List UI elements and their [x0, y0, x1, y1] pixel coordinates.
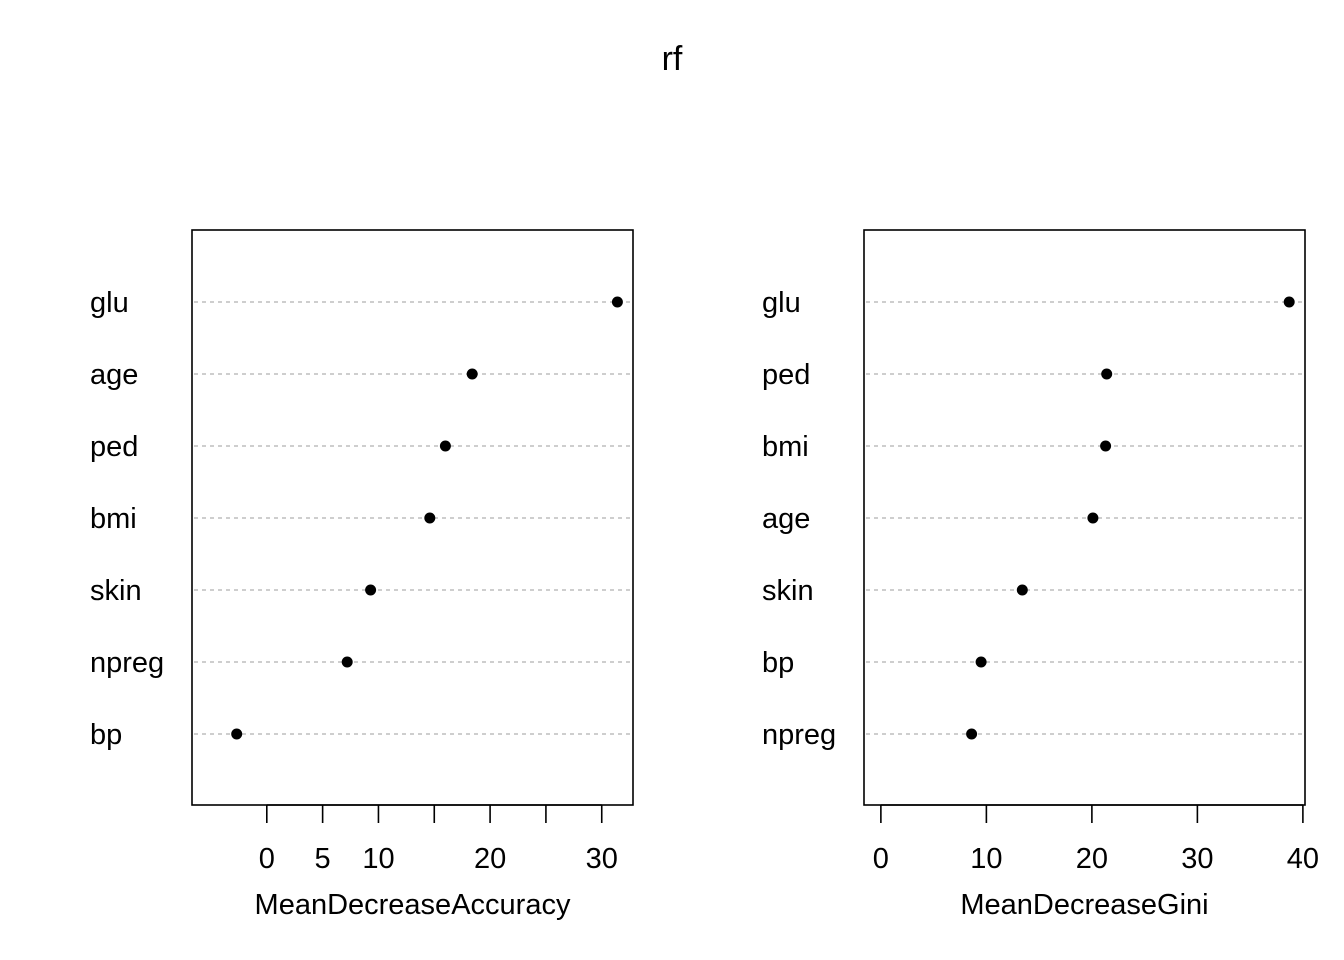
data-point — [1283, 296, 1295, 308]
category-label: glu — [762, 287, 801, 319]
category-label: bmi — [762, 431, 809, 463]
category-label: skin — [90, 575, 142, 607]
category-label: bmi — [90, 503, 137, 535]
data-point — [966, 728, 978, 740]
x-axis-title: MeanDecreaseAccuracy — [255, 889, 571, 921]
category-label: glu — [90, 287, 129, 319]
category-label: bp — [90, 719, 122, 751]
category-label: npreg — [762, 719, 836, 751]
data-point — [1087, 512, 1099, 524]
x-tick-label: 0 — [873, 843, 889, 875]
x-tick-label: 5 — [315, 843, 331, 875]
data-point — [1016, 584, 1028, 596]
main-title: rf — [662, 40, 683, 78]
category-label: age — [762, 503, 810, 535]
x-tick-label: 10 — [970, 843, 1002, 875]
data-point — [975, 656, 987, 668]
data-point — [424, 512, 436, 524]
x-tick-label: 30 — [586, 843, 618, 875]
x-tick-label: 30 — [1181, 843, 1213, 875]
category-label: skin — [762, 575, 814, 607]
data-point — [1101, 368, 1113, 380]
data-point — [466, 368, 478, 380]
category-label: age — [90, 359, 138, 391]
data-point — [365, 584, 377, 596]
data-point — [341, 656, 353, 668]
x-tick-label: 10 — [362, 843, 394, 875]
x-tick-label: 20 — [474, 843, 506, 875]
category-label: npreg — [90, 647, 164, 679]
panel-mean-decrease-gini: glu ped bmi age skin bp npreg 0 10 20 30 40 MeanDecr… — [762, 229, 1319, 921]
x-tick-label: 0 — [259, 843, 275, 875]
data-point — [1100, 440, 1112, 452]
category-label: ped — [90, 431, 138, 463]
data-point — [611, 296, 623, 308]
category-label: bp — [762, 647, 794, 679]
data-point — [439, 440, 451, 452]
x-axis-title: MeanDecreaseGini — [960, 889, 1208, 921]
x-tick-label: 20 — [1076, 843, 1108, 875]
category-label: ped — [762, 359, 810, 391]
data-point — [231, 728, 243, 740]
x-tick-label: 40 — [1287, 843, 1319, 875]
panel-mean-decrease-accuracy: glu age ped bmi skin npreg bp 0 5 10 20 30 MeanDecre… — [90, 229, 634, 921]
